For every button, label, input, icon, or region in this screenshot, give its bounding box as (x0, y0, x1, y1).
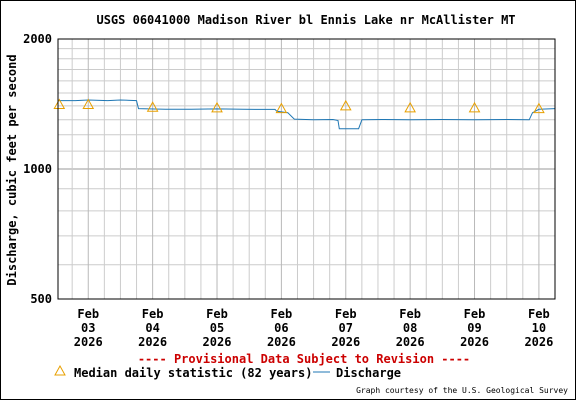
x-tick-label: 03 (81, 321, 95, 335)
x-tick-label: Feb (77, 307, 99, 321)
y-tick-label: 2000 (23, 32, 52, 46)
median-point (146, 101, 159, 112)
legend-label-median: Median daily statistic (82 years) (74, 366, 312, 380)
x-tick-label: Feb (399, 307, 421, 321)
series-layer (53, 98, 556, 130)
x-tick-label: 09 (467, 321, 481, 335)
x-tick-label: Feb (335, 307, 357, 321)
x-tick-label: Feb (271, 307, 293, 321)
plot-border (57, 38, 556, 300)
y-tick-labels: 2000 1000 500 (23, 32, 52, 306)
x-tick-label: 10 (532, 321, 546, 335)
x-tick-label: 2026 (138, 335, 167, 349)
x-tick-labels: Feb032026Feb042026Feb052026Feb062026Feb0… (74, 307, 554, 349)
median-point (404, 101, 416, 113)
discharge-line (58, 99, 556, 130)
x-tick-label: 04 (145, 321, 159, 335)
credit-text: Graph courtesy of the U.S. Geological Su… (356, 386, 568, 395)
x-tick-label: 2026 (396, 335, 425, 349)
x-tick-label: 2026 (331, 335, 360, 349)
median-point (82, 98, 95, 110)
chart-title: USGS 06041000 Madison River bl Ennis Lak… (96, 13, 515, 27)
x-tick-label: 2026 (524, 335, 553, 349)
median-point (275, 102, 288, 114)
x-tick-label: 07 (339, 321, 353, 335)
x-tick-label: 2026 (74, 335, 103, 349)
median-point (211, 101, 223, 113)
x-tick-label: 06 (274, 321, 288, 335)
legend: Median daily statistic (82 years) Discha… (54, 364, 401, 380)
x-tick-label: 2026 (460, 335, 489, 349)
legend-triangle-icon (54, 364, 66, 376)
y-tick-label: 500 (30, 292, 52, 306)
x-tick-label: 2026 (267, 335, 296, 349)
x-tick-label: Feb (464, 307, 486, 321)
x-tick-label: 05 (210, 321, 224, 335)
x-tick-label: 08 (403, 321, 417, 335)
legend-label-discharge: Discharge (336, 366, 401, 380)
grid-lines (58, 39, 556, 299)
x-tick-label: 2026 (203, 335, 232, 349)
x-tick-label: Feb (206, 307, 228, 321)
y-axis-label: Discharge, cubic feet per second (5, 54, 19, 285)
provisional-notice: ---- Provisional Data Subject to Revisio… (138, 352, 470, 366)
y-tick-label: 1000 (23, 162, 52, 176)
median-point (468, 101, 481, 113)
x-tick-label: Feb (142, 307, 164, 321)
x-tick-label: Feb (528, 307, 550, 321)
median-point (533, 102, 545, 114)
median-point (53, 98, 66, 110)
median-point (339, 99, 352, 111)
